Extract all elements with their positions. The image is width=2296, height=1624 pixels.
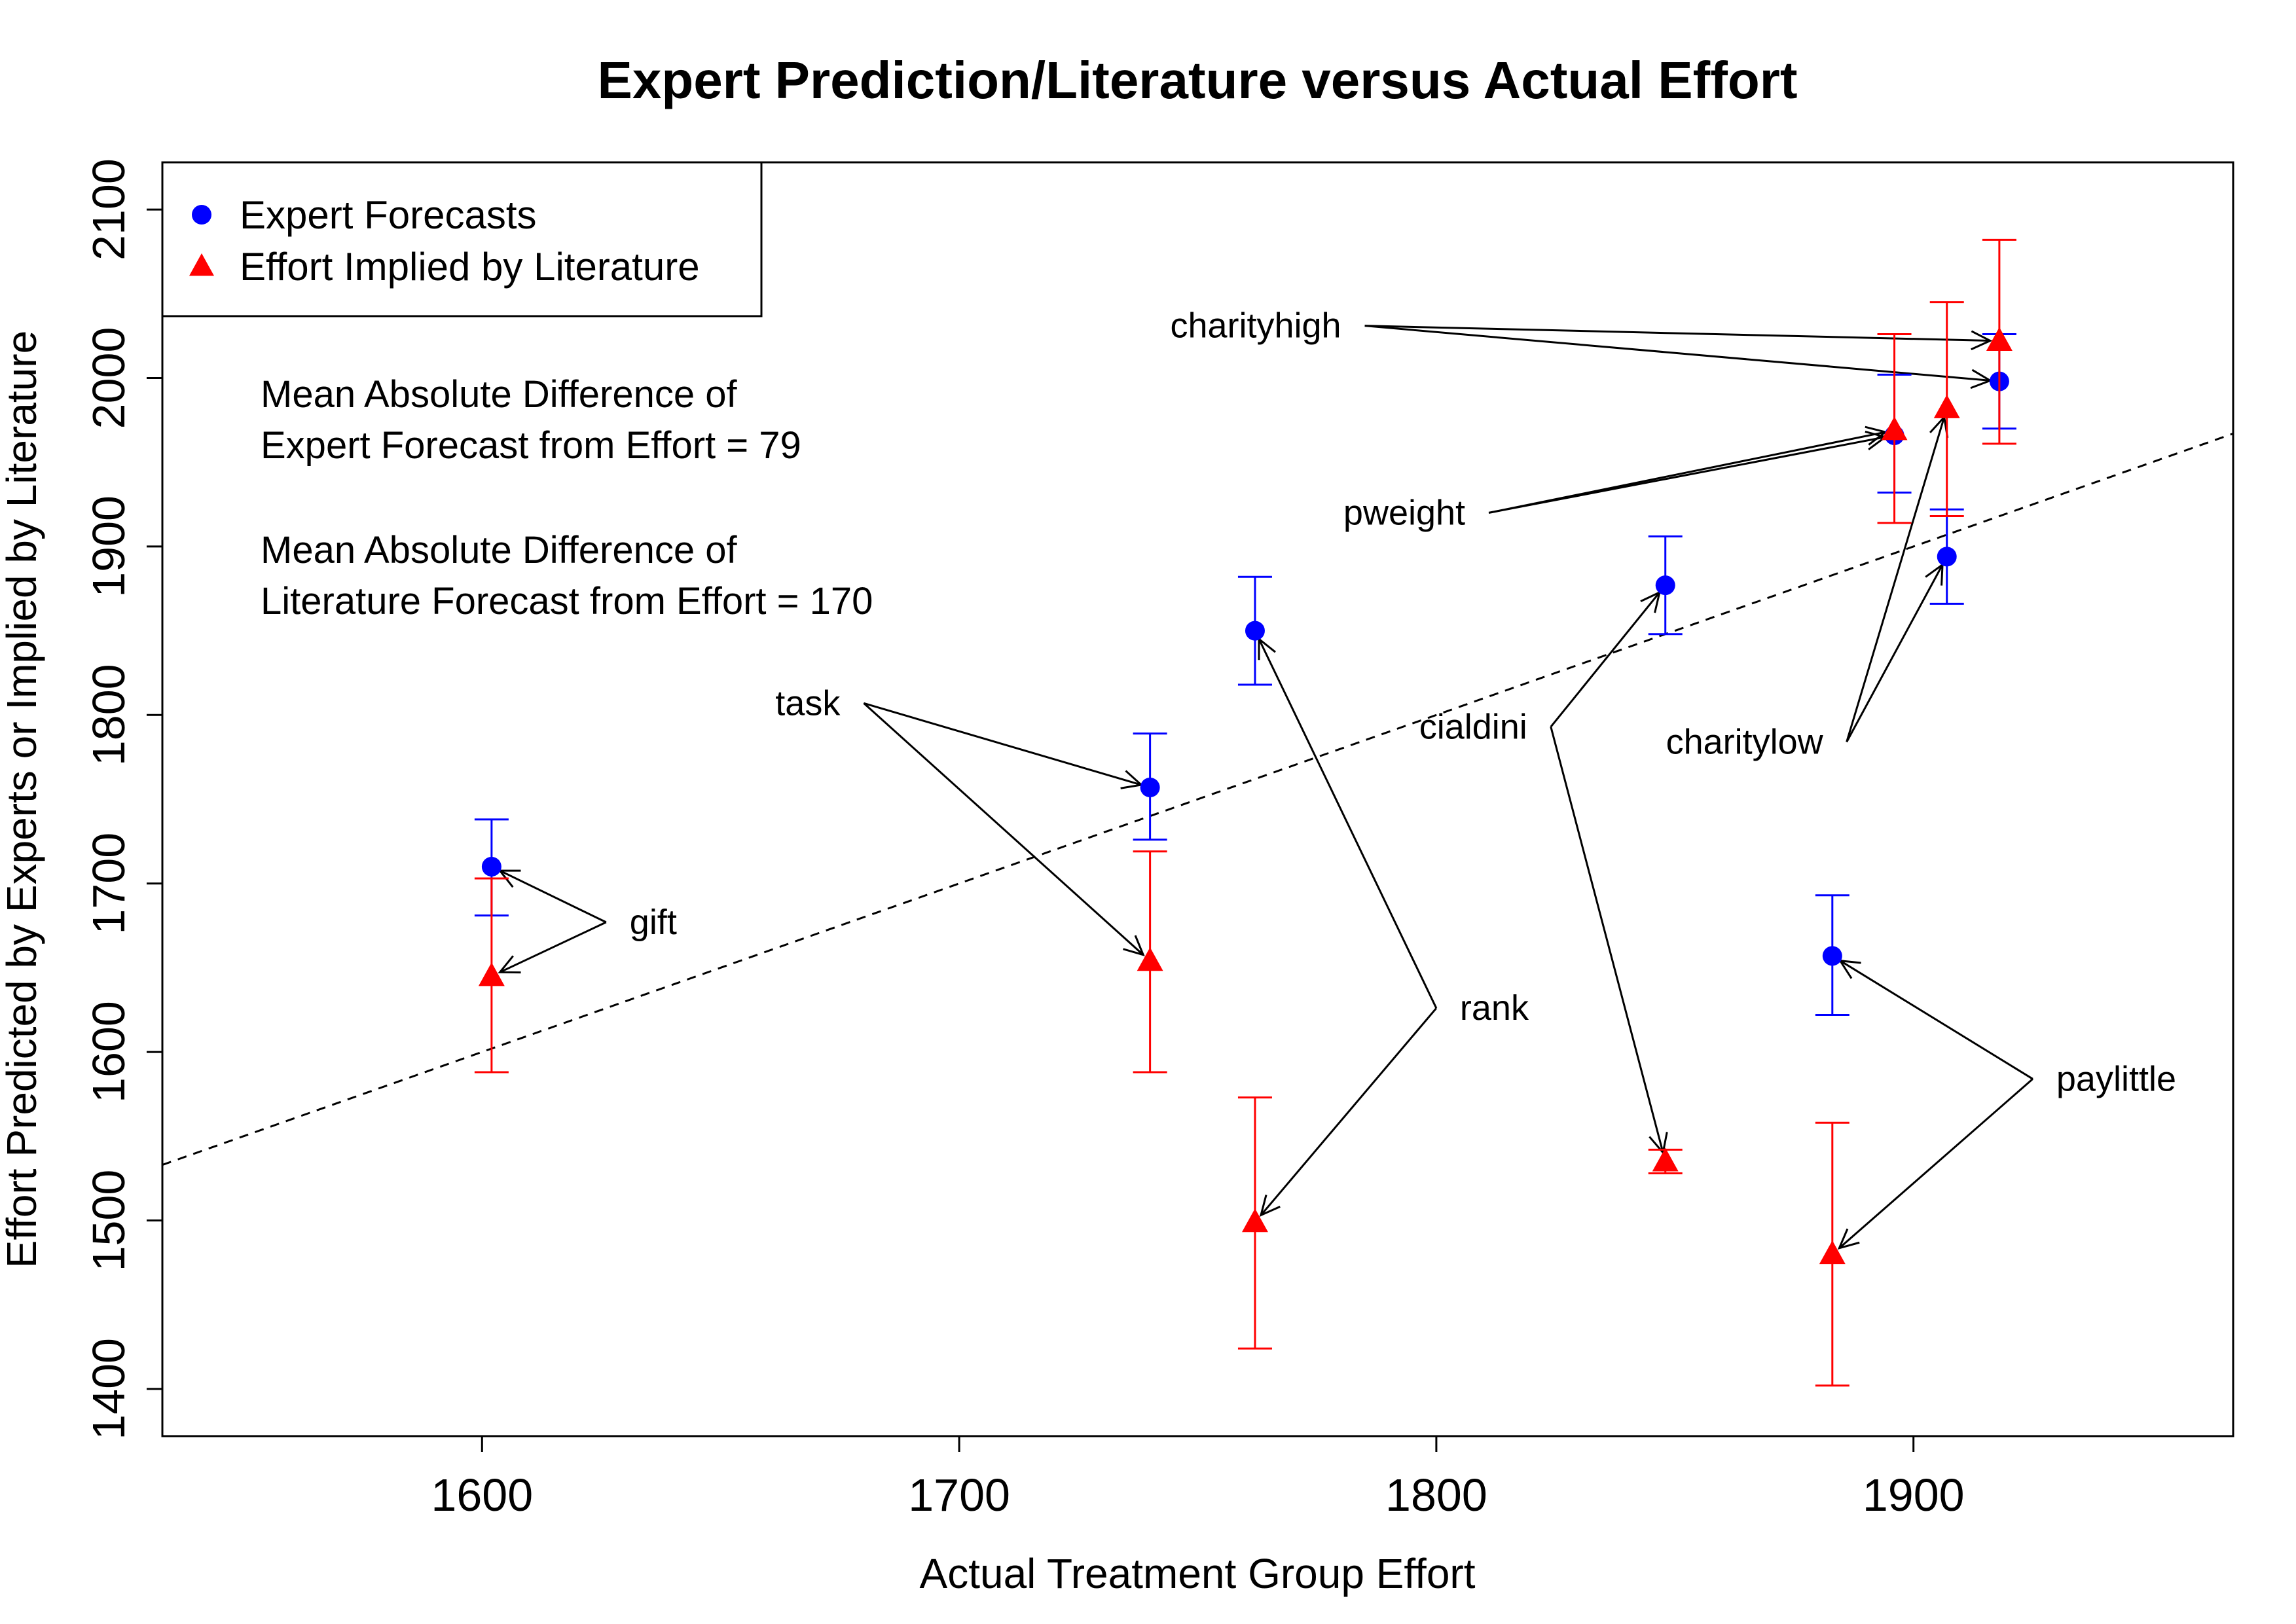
reference-line <box>162 433 2233 1166</box>
data-point-pweight <box>1881 416 1908 441</box>
summary-note-line: Expert Forecast from Effort = 79 <box>261 424 801 467</box>
data-point-gift <box>478 962 505 986</box>
y-tick-label: 2100 <box>83 158 134 261</box>
data-point-cialdini <box>1652 1147 1679 1172</box>
summary-note-line: Mean Absolute Difference of <box>261 373 737 416</box>
callout-line <box>863 702 1142 786</box>
chart-title: Expert Prediction/Literature versus Actu… <box>597 51 1797 109</box>
callout-line <box>499 921 607 973</box>
callout-line <box>1846 416 1946 742</box>
summary-note-line: Mean Absolute Difference of <box>261 529 737 571</box>
data-point-task <box>1137 947 1163 971</box>
legend-circle-marker <box>192 205 211 225</box>
point-label-callouts: gift task rank cialdini paylittle pweight char… <box>498 306 2176 1250</box>
callout-arrowhead <box>498 955 521 974</box>
callout-line <box>1839 960 2033 1080</box>
y-tick-label: 1800 <box>83 664 134 766</box>
point-label-rank: rank <box>1460 988 1529 1028</box>
callout-line <box>1364 325 1991 382</box>
point-label-cialdini: cialdini <box>1419 707 1527 746</box>
callout-arrowhead <box>1259 1195 1281 1218</box>
y-tick-label: 1700 <box>83 833 134 935</box>
point-label-charityhigh: charityhigh <box>1170 306 1341 346</box>
callout-line <box>499 869 607 924</box>
callout-line <box>1838 1078 2033 1249</box>
callout-line <box>863 702 1144 956</box>
point-label-paylittle: paylittle <box>2056 1059 2176 1098</box>
data-series <box>474 238 2016 1387</box>
callout-line <box>1550 592 1661 728</box>
data-point-task <box>1140 777 1160 797</box>
callout-line <box>1258 638 1438 1009</box>
y-tick-label: 2000 <box>83 327 134 429</box>
y-tick-label: 1900 <box>83 496 134 598</box>
legend-label: Expert Forecasts <box>240 193 537 237</box>
series-literature-effort <box>474 238 2016 1387</box>
callout-line <box>1488 431 1886 514</box>
callout-line <box>1846 564 1944 743</box>
y-tick-label: 1600 <box>83 1001 134 1103</box>
callout-line <box>1260 1007 1438 1216</box>
x-tick-label: 1700 <box>908 1470 1010 1521</box>
callout-arrowhead <box>1971 330 1993 351</box>
data-point-charitylow <box>1933 394 1960 418</box>
point-label-charitylow: charitylow <box>1666 722 1824 761</box>
data-point-gift <box>481 856 501 876</box>
legend-box <box>161 161 763 317</box>
callout-line <box>1550 726 1664 1153</box>
x-tick-label: 1900 <box>1863 1470 1965 1521</box>
data-point-paylittle <box>1822 946 1842 966</box>
callout-line <box>1364 325 1990 342</box>
summary-notes: Mean Absolute Difference of Expert Foreca… <box>261 373 873 623</box>
x-tick-label: 1800 <box>1385 1470 1487 1521</box>
data-point-rank <box>1242 1208 1268 1233</box>
legend-label: Effort Implied by Literature <box>240 245 700 289</box>
data-point-cialdini <box>1655 575 1675 596</box>
data-point-charitylow <box>1937 547 1957 567</box>
y-axis-title: Effort Predicted by Experts or Implied b… <box>0 331 45 1268</box>
y-axis: 1400 1500 1600 1700 1800 1900 2000 2100 <box>83 158 164 1440</box>
x-tick-label: 1600 <box>431 1470 533 1521</box>
legend-triangle-marker <box>189 253 214 276</box>
y-tick-label: 1500 <box>83 1170 134 1272</box>
y-tick-label: 1400 <box>83 1338 134 1440</box>
data-point-paylittle <box>1819 1240 1846 1265</box>
data-point-charityhigh <box>1986 327 2013 351</box>
x-axis: 1600 1700 1800 1900 <box>431 1435 1965 1521</box>
callout-arrowhead <box>1837 1228 1860 1250</box>
point-label-gift: gift <box>630 903 677 942</box>
point-label-task: task <box>775 683 841 723</box>
point-label-pweight: pweight <box>1343 493 1465 532</box>
legend: Expert Forecasts Effort Implied by Litera… <box>161 161 763 317</box>
x-axis-title: Actual Treatment Group Effort <box>920 1550 1476 1597</box>
summary-note-line: Literature Forecast from Effort = 170 <box>261 580 873 623</box>
callout-arrowhead <box>1123 935 1145 957</box>
data-point-rank <box>1245 621 1265 641</box>
